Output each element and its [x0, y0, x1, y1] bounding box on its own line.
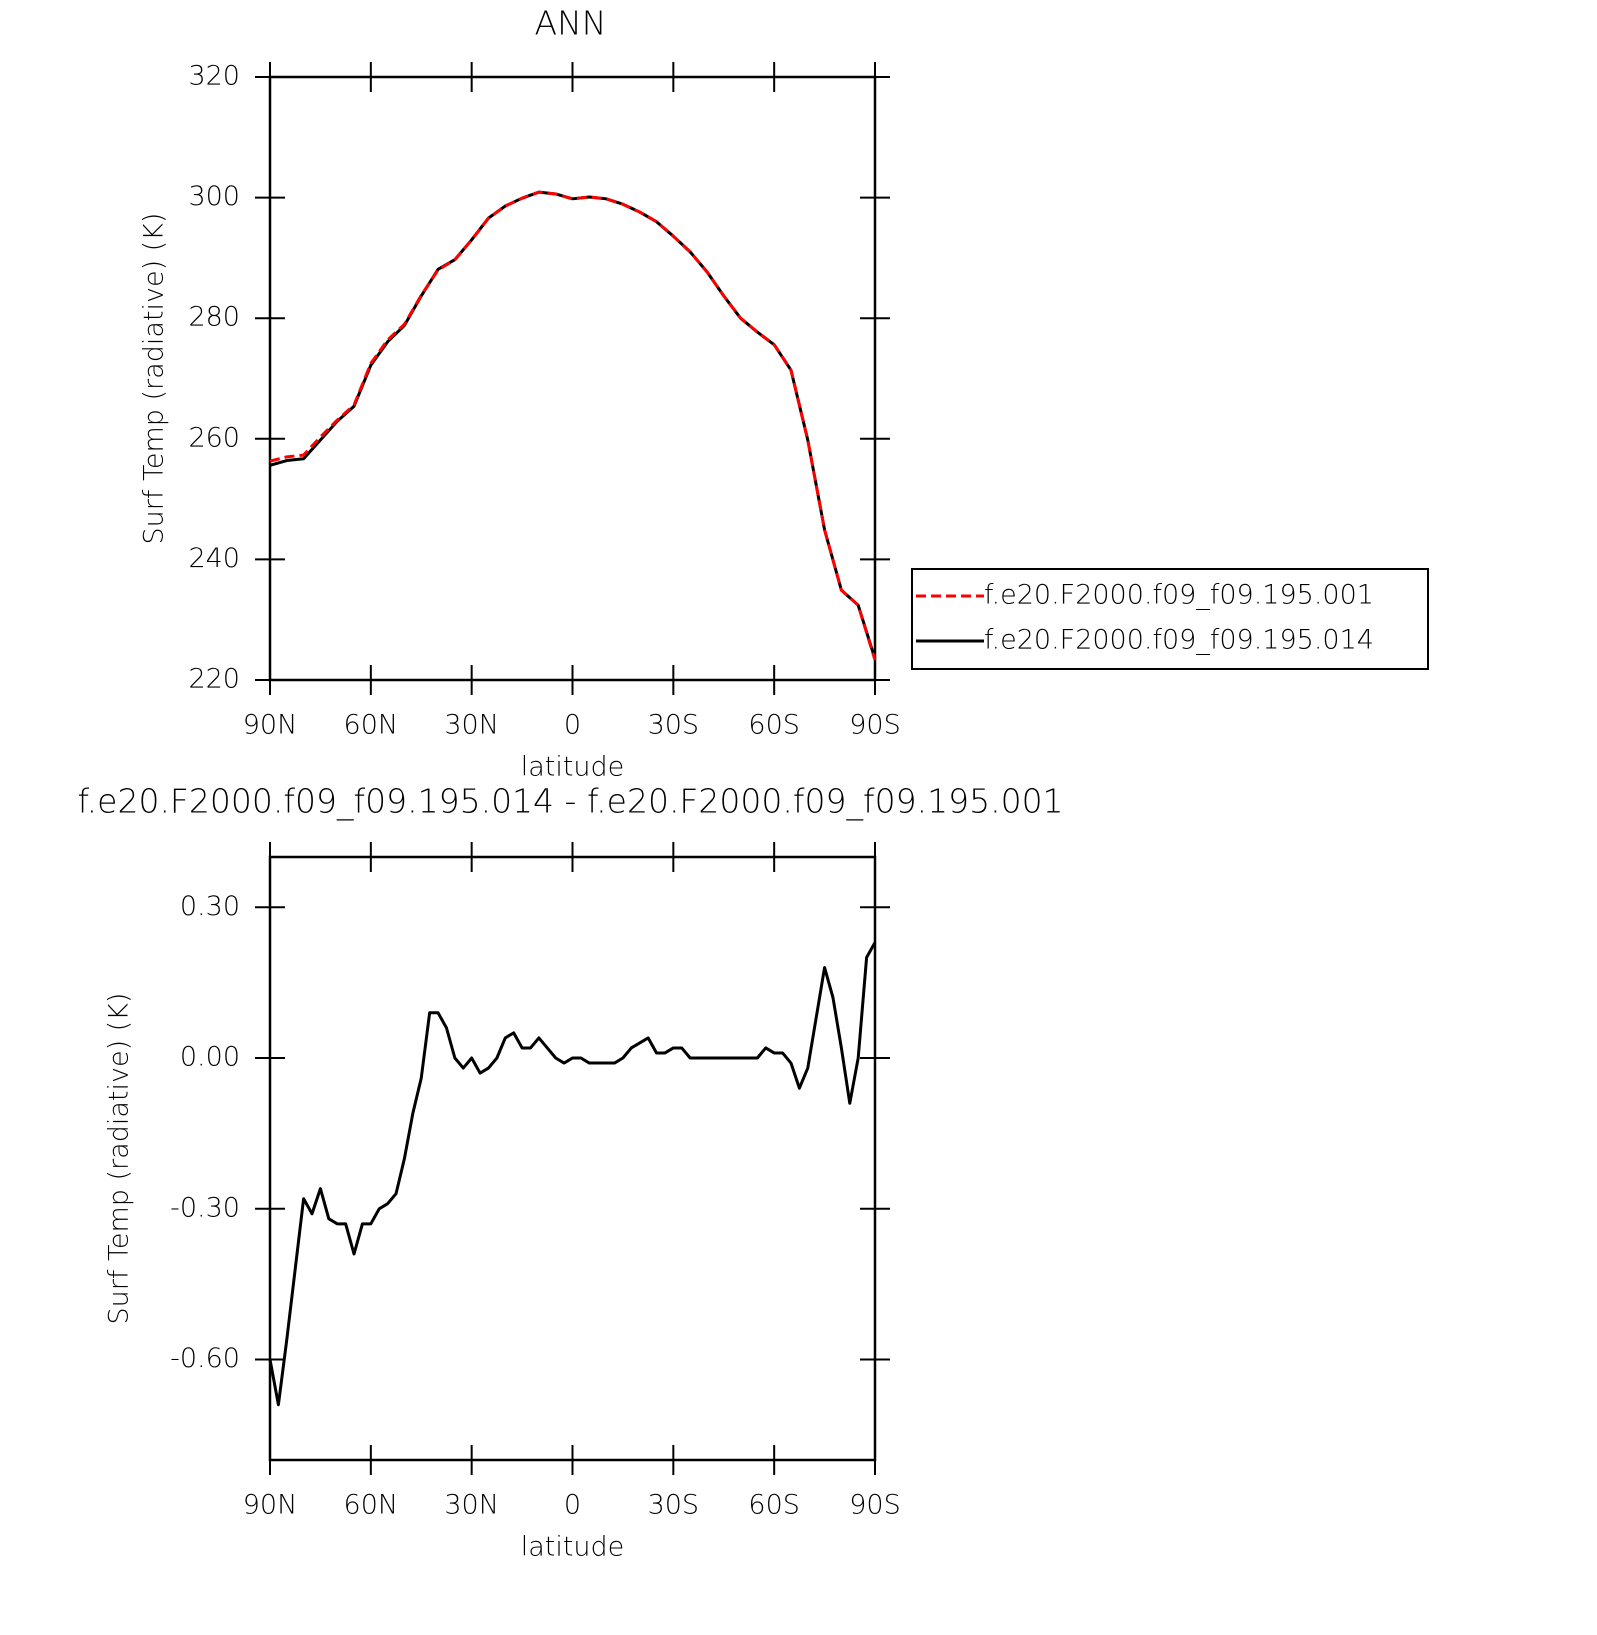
chart: ANN latitude Surf Temp (radiative) (K) 220 2… [139, 4, 1429, 783]
y-tick-label: 260 [188, 422, 240, 453]
legend-box [911, 568, 1429, 670]
data-line [269, 190, 877, 660]
x-tick-label: 60N [344, 1490, 399, 1521]
y-tick-label: -0.60 [170, 1343, 240, 1374]
legend-label: f.e20.F2000.f09_f09.195.014 [984, 625, 1374, 656]
y-tick-label: 300 [188, 181, 240, 212]
x-tick-label: 30N [444, 710, 499, 741]
legend-label: f.e20.F2000.f09_f09.195.001 [984, 580, 1374, 611]
plot-frame [268, 855, 877, 1462]
x-tick-label: 60S [748, 1490, 800, 1521]
x-tick-label: 30N [444, 1490, 499, 1521]
x-axis-label: latitude [521, 1532, 625, 1563]
x-tick-label: 90S [849, 1490, 901, 1521]
x-tick-label: 30S [648, 1490, 700, 1521]
y-tick-label: 320 [188, 61, 240, 92]
chart: f.e20.F2000.f09_f09.195.014 - f.e20.F200… [77, 782, 1063, 1563]
y-tick-label: 0.00 [180, 1042, 240, 1073]
x-axis-label: latitude [521, 752, 625, 783]
x-tick-label: 60S [748, 710, 800, 741]
plot-frame [268, 75, 877, 682]
y-tick-label: 220 [188, 664, 240, 695]
x-tick-label: 90S [849, 710, 901, 741]
y-tick-label: -0.30 [170, 1192, 240, 1223]
x-tick-label: 90N [243, 710, 298, 741]
x-tick-label: 0 [564, 710, 581, 741]
x-tick-label: 90N [243, 1490, 298, 1521]
x-tick-label: 60N [344, 710, 399, 741]
x-tick-label: 0 [564, 1490, 581, 1521]
x-tick-label: 30S [648, 710, 700, 741]
chart-title: f.e20.F2000.f09_f09.195.014 - f.e20.F200… [77, 782, 1063, 822]
y-tick-label: 0.30 [180, 891, 240, 922]
y-tick-label: 240 [188, 543, 240, 574]
y-axis-label: Surf Temp (radiative) (K) [104, 993, 135, 1325]
data-line [269, 190, 877, 661]
data-line [268, 941, 877, 1407]
chart-title: ANN [535, 4, 607, 43]
y-tick-label: 280 [188, 302, 240, 333]
y-axis-label: Surf Temp (radiative) (K) [139, 213, 170, 545]
